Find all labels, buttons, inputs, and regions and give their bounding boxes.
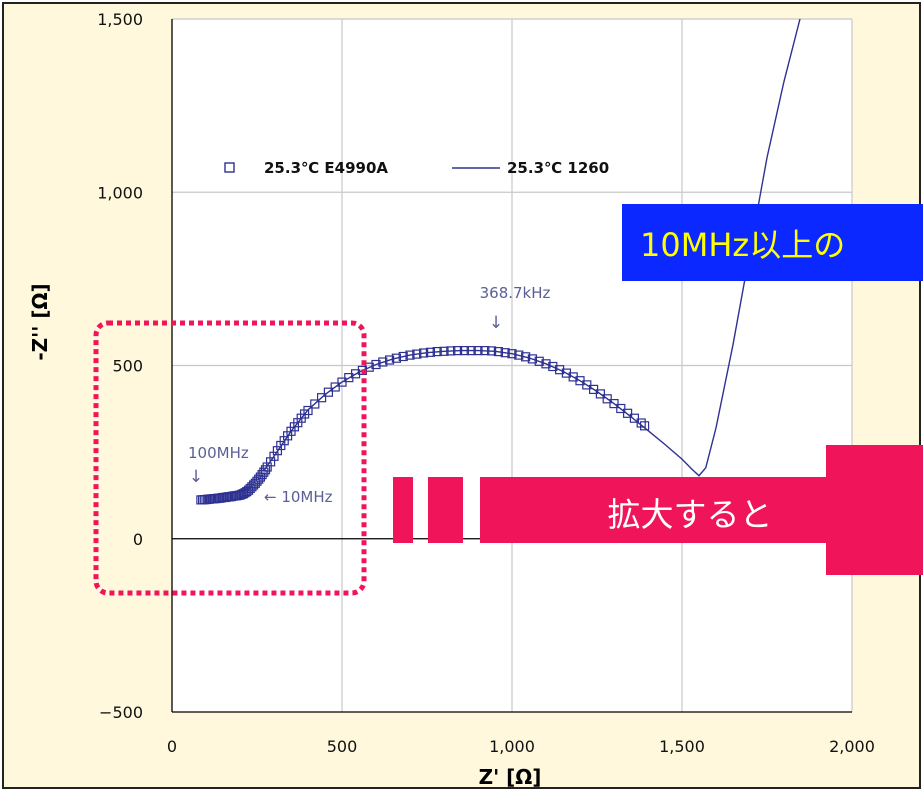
data-point-square: [242, 487, 252, 497]
highlight-dashed-box: [93, 320, 367, 596]
arrow-tail-block-1: [393, 477, 413, 543]
data-point-square: [330, 382, 340, 392]
data-point-square: [520, 352, 531, 362]
y-axis-title: -Z'' [Ω]: [28, 283, 52, 360]
x-tick-label: 0: [167, 737, 177, 756]
gridlines: [172, 18, 853, 712]
y-tick-label: 1,500: [97, 10, 143, 29]
data-point-square: [622, 408, 633, 418]
x-tick-label: 1,500: [659, 737, 705, 756]
arrow-text: 拡大すると: [608, 495, 773, 534]
data-point-square: [371, 359, 381, 370]
label-100mhz-down-arrow: ↓: [189, 467, 203, 487]
data-point-square: [554, 365, 565, 375]
y-tick-label: −500: [99, 703, 143, 722]
data-point-square: [260, 465, 271, 475]
legend: 25.3℃ E4990A 25.3℃ 1260: [224, 159, 609, 177]
legend-label-series-1: 25.3℃ E4990A: [264, 159, 388, 177]
data-point-square: [534, 356, 544, 366]
data-point-square: [639, 421, 650, 431]
data-point-square: [636, 418, 646, 428]
data-point-square: [609, 399, 619, 409]
blue-banner: 10MHz以上の: [622, 204, 923, 281]
series-layer: [196, 19, 801, 505]
data-point-square: [364, 362, 374, 372]
x-axis-title: Z' [Ω]: [479, 765, 542, 789]
data-point-square: [548, 361, 558, 372]
label-10mhz: ← 10MHz: [264, 488, 333, 506]
data-point-square: [269, 451, 279, 461]
data-point-square: [254, 474, 264, 484]
arrow-body: [480, 445, 923, 575]
data-point-square: [385, 355, 395, 365]
data-point-square: [595, 389, 606, 399]
data-point-square: [272, 446, 282, 456]
data-point-square: [266, 457, 276, 467]
data-point-square: [310, 399, 320, 409]
data-point-square: [323, 387, 333, 397]
series-line-1260: [263, 19, 801, 477]
data-point-square: [629, 413, 640, 423]
banner-text: 10MHz以上の: [640, 226, 845, 264]
y-tick-label: 0: [133, 530, 143, 549]
data-point-square: [602, 394, 612, 404]
data-point-square: [257, 470, 267, 480]
y-tick-label: 500: [112, 357, 143, 376]
y-tick-label: 1,000: [97, 183, 143, 202]
data-point-square: [351, 369, 361, 379]
peak-frequency-label: 368.7kHz: [480, 284, 551, 302]
banner-background: [622, 204, 923, 281]
x-tick-label: 2,000: [829, 737, 875, 756]
data-point-square: [616, 403, 626, 414]
peak-down-arrow: ↓: [489, 313, 503, 333]
data-point-square: [255, 472, 265, 482]
label-100mhz: 100MHz: [188, 444, 249, 462]
data-point-square: [303, 405, 313, 416]
legend-marker-square: [224, 162, 235, 173]
data-point-square: [541, 359, 551, 369]
x-tick-label: 1,000: [489, 737, 535, 756]
data-point-square: [398, 351, 408, 362]
data-point-square: [391, 353, 401, 363]
x-tick-label: 500: [327, 737, 358, 756]
data-point-square: [279, 436, 289, 446]
data-point-square: [378, 357, 388, 367]
tick-labels: 0 500 1,000 1,500 2,000 −500 0 500 1,000 1,500: [97, 10, 875, 756]
data-point-square: [262, 462, 272, 472]
arrow-tail-block-2: [428, 477, 463, 543]
data-point-square: [317, 393, 327, 403]
pink-arrow: 拡大すると: [393, 445, 923, 575]
data-point-square: [527, 354, 538, 364]
legend-label-series-2: 25.3℃ 1260: [507, 159, 609, 177]
